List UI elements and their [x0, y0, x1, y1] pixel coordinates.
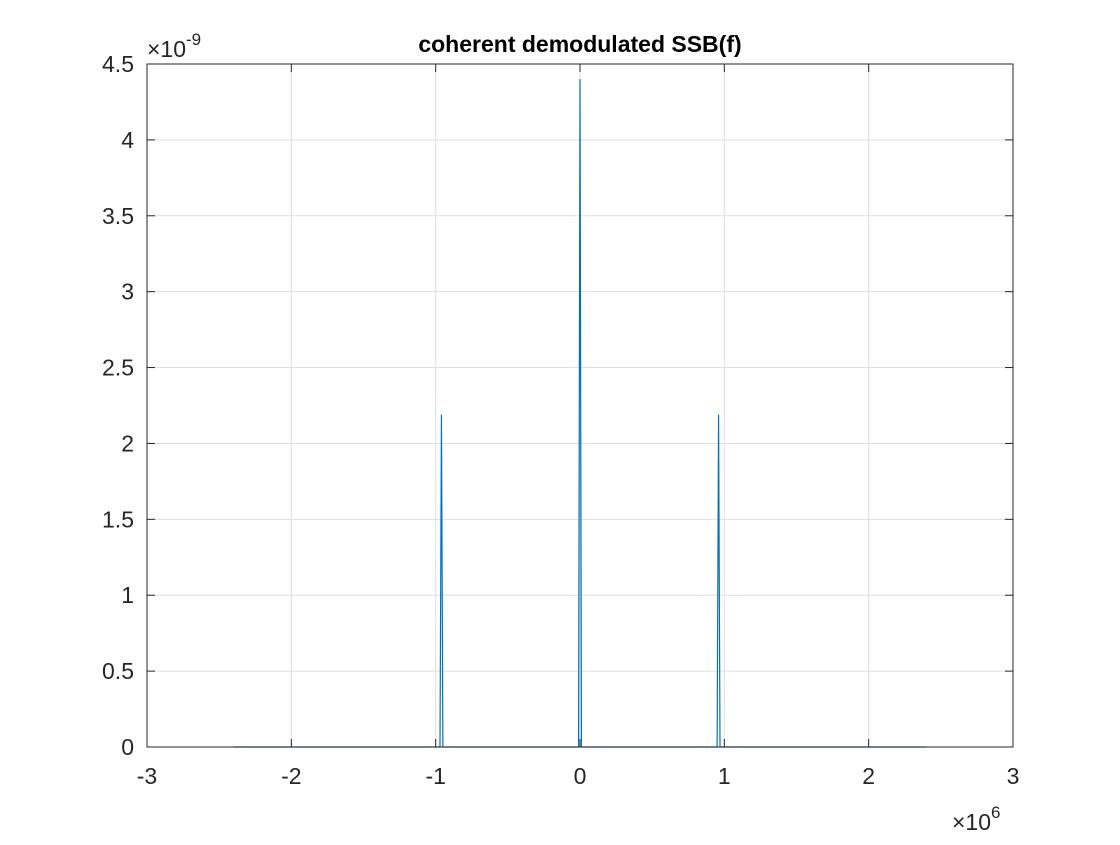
x-tick-label: 0 — [574, 763, 587, 789]
chart-title: coherent demodulated SSB(f) — [418, 31, 741, 57]
x-tick-label: -1 — [425, 763, 445, 789]
y-tick-label: 4 — [121, 127, 134, 153]
y-tick-label: 0 — [121, 734, 134, 760]
y-tick-labels: 0 0.5 1 1.5 2 2.5 3 3.5 4 4.5 — [102, 51, 134, 760]
y-tick-label: 1 — [121, 582, 134, 608]
y-tick-label: 1.5 — [102, 506, 134, 532]
x-tick-label: 3 — [1007, 763, 1020, 789]
y-tick-label: 3.5 — [102, 203, 134, 229]
x-tick-label: -2 — [281, 763, 301, 789]
x-exponent-label: ×106 — [952, 803, 1000, 835]
y-exponent-label: ×10-9 — [147, 30, 201, 62]
x-exponent-times: ×10 — [952, 809, 991, 835]
tick-marks — [146, 63, 1014, 748]
x-exponent-value: 6 — [991, 803, 1000, 822]
y-tick-label: 2 — [121, 430, 134, 456]
x-tick-label: -3 — [137, 763, 157, 789]
x-tick-label: 2 — [862, 763, 875, 789]
x-tick-labels: -3 -2 -1 0 1 2 3 — [137, 763, 1020, 789]
y-tick-label: 3 — [121, 279, 134, 305]
x-tick-label: 1 — [718, 763, 731, 789]
y-exponent-times: ×10 — [147, 36, 186, 62]
series-layer — [233, 79, 927, 748]
y-tick-label: 4.5 — [102, 51, 134, 77]
y-exponent-value: -9 — [186, 30, 201, 49]
y-tick-label: 0.5 — [102, 658, 134, 684]
y-tick-label: 2.5 — [102, 355, 134, 381]
series-line — [233, 79, 927, 748]
